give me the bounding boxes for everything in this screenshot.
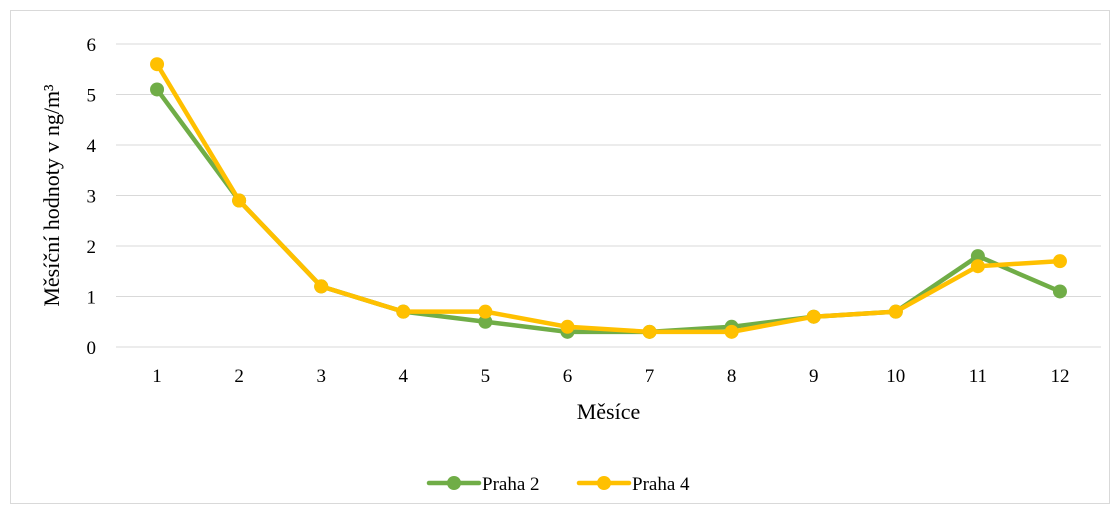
data-point bbox=[150, 57, 165, 72]
data-point bbox=[642, 324, 657, 339]
x-tick-label: 7 bbox=[645, 366, 655, 387]
x-tick-label: 4 bbox=[399, 366, 409, 387]
x-tick-label: 9 bbox=[809, 366, 819, 387]
x-tick-label: 5 bbox=[481, 366, 491, 387]
y-tick-label: 5 bbox=[87, 86, 97, 107]
data-point bbox=[970, 249, 985, 264]
y-tick-labels: 0 1 2 3 4 5 6 bbox=[87, 35, 97, 359]
x-tick-label: 11 bbox=[969, 366, 987, 387]
legend-item: Praha 2 bbox=[426, 474, 540, 495]
data-point bbox=[970, 259, 985, 274]
legend-marker bbox=[597, 476, 611, 490]
data-point bbox=[724, 324, 739, 339]
series-line bbox=[154, 61, 1063, 335]
grid-layer bbox=[116, 43, 1101, 348]
data-point bbox=[560, 319, 575, 334]
data-point bbox=[806, 309, 821, 324]
data-point bbox=[232, 193, 247, 208]
x-tick-label: 1 bbox=[152, 366, 162, 387]
data-point bbox=[1052, 284, 1067, 299]
x-tick-label: 8 bbox=[727, 366, 737, 387]
y-tick-label: 4 bbox=[87, 136, 97, 157]
data-point bbox=[478, 304, 493, 319]
y-tick-label: 2 bbox=[87, 237, 97, 258]
legend-marker bbox=[447, 476, 461, 490]
y-tick-label: 3 bbox=[87, 187, 97, 208]
series-1 bbox=[150, 82, 1067, 339]
y-tick-label: 6 bbox=[87, 35, 97, 56]
x-tick-label: 3 bbox=[316, 366, 326, 387]
y-axis-title: Měsíční hodnoty v ng/m³ bbox=[39, 84, 64, 307]
x-tick-label: 12 bbox=[1050, 366, 1069, 387]
legend-label: Praha 4 bbox=[632, 474, 690, 495]
data-point bbox=[396, 304, 411, 319]
y-tick-label: 0 bbox=[87, 338, 97, 359]
legend-label: Praha 2 bbox=[482, 474, 540, 495]
x-tick-label: 10 bbox=[886, 366, 905, 387]
x-tick-labels: 1 2 3 4 5 6 7 8 9 10 11 12 bbox=[152, 366, 1069, 387]
legend: Praha 2 Praha 4 bbox=[426, 474, 690, 495]
data-point bbox=[150, 82, 165, 97]
legend-item: Praha 4 bbox=[576, 474, 690, 495]
data-point bbox=[1052, 254, 1067, 269]
series-2 bbox=[150, 57, 1067, 339]
x-tick-label: 6 bbox=[563, 366, 573, 387]
y-tick-label: 1 bbox=[87, 288, 97, 309]
data-point bbox=[478, 314, 493, 329]
data-point bbox=[888, 304, 903, 319]
x-axis-title: Měsíce bbox=[577, 399, 641, 424]
x-tick-label: 2 bbox=[234, 366, 244, 387]
data-point bbox=[314, 279, 329, 294]
series-layer bbox=[150, 57, 1067, 339]
